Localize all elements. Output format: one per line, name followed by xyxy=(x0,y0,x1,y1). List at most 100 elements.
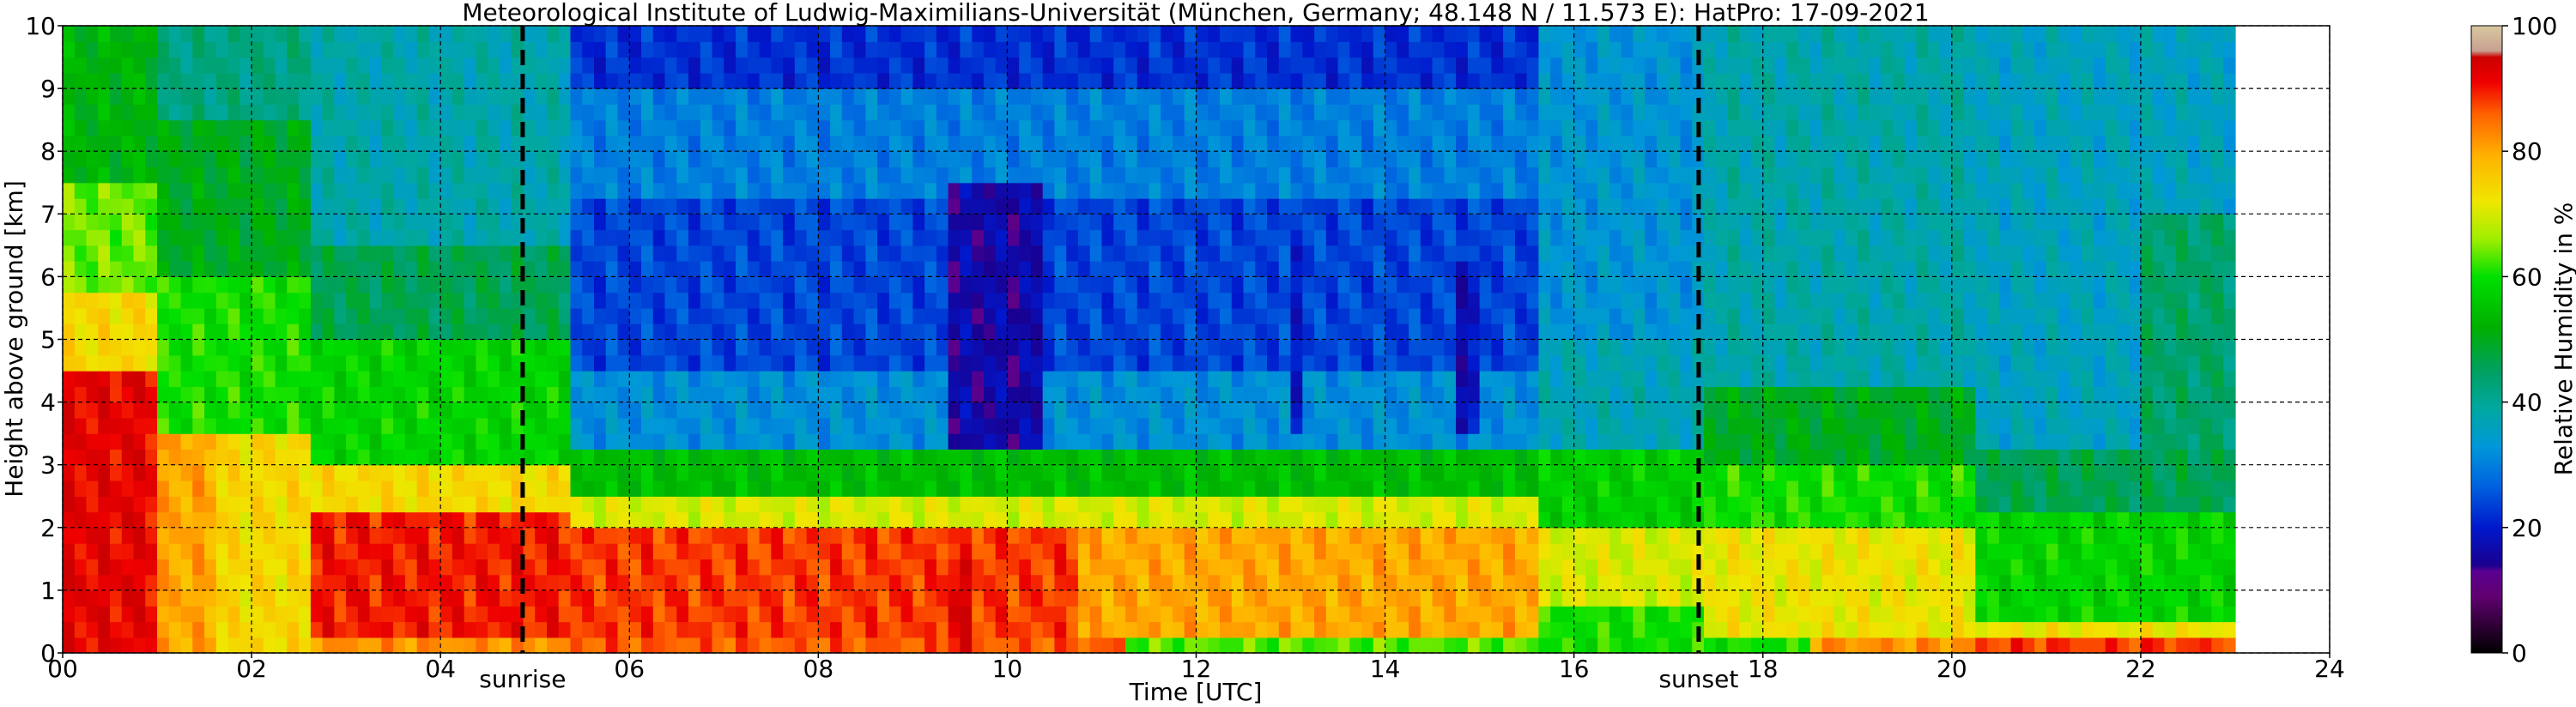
heatmap-cell xyxy=(1325,354,1339,372)
heatmap-cell xyxy=(334,292,347,309)
heatmap-cell xyxy=(605,88,619,105)
heatmap-cell xyxy=(310,323,324,341)
heatmap-cell xyxy=(499,464,512,481)
heatmap-cell xyxy=(1432,151,1445,168)
heatmap-cell xyxy=(1113,339,1126,356)
heatmap-cell xyxy=(1196,589,1209,607)
heatmap-cell xyxy=(570,166,583,184)
heatmap-cell xyxy=(239,464,252,481)
heatmap-cell xyxy=(1278,402,1292,419)
heatmap-cell xyxy=(1373,182,1386,199)
heatmap-cell xyxy=(759,166,772,184)
heatmap-cell xyxy=(652,354,666,372)
heatmap-cell xyxy=(841,402,855,419)
heatmap-cell xyxy=(1149,386,1161,403)
heatmap-cell xyxy=(1491,182,1504,199)
heatmap-cell xyxy=(393,151,406,168)
heatmap-cell xyxy=(865,26,878,42)
heatmap-cell xyxy=(1231,449,1245,466)
heatmap-cell xyxy=(1526,496,1539,513)
heatmap-cell xyxy=(1042,57,1056,74)
heatmap-cell xyxy=(393,386,406,403)
heatmap-cell xyxy=(145,637,158,653)
heatmap-cell xyxy=(983,574,997,591)
heatmap-cell xyxy=(1125,245,1138,262)
heatmap-cell xyxy=(180,464,193,481)
heatmap-cell xyxy=(180,480,193,497)
heatmap-cell xyxy=(1491,151,1504,168)
heatmap-cell xyxy=(63,72,76,89)
heatmap-cell xyxy=(594,449,607,466)
heatmap-cell xyxy=(924,135,937,152)
heatmap-cell xyxy=(1349,496,1362,513)
heatmap-cell xyxy=(1231,41,1245,58)
heatmap-cell xyxy=(877,88,890,105)
heatmap-cell xyxy=(1243,511,1256,529)
heatmap-cell xyxy=(1089,637,1103,653)
heatmap-cell xyxy=(641,104,654,121)
heatmap-cell xyxy=(1290,339,1303,356)
heatmap-cell xyxy=(464,496,477,513)
heatmap-cell xyxy=(227,637,240,653)
heatmap-cell xyxy=(983,198,997,215)
heatmap-cell xyxy=(145,559,158,576)
heatmap-cell xyxy=(1173,151,1185,168)
heatmap-cell xyxy=(1267,323,1280,341)
heatmap-cell xyxy=(1409,559,1421,576)
heatmap-cell xyxy=(629,166,642,184)
heatmap-cell xyxy=(664,41,677,58)
heatmap-cell xyxy=(877,41,890,58)
heatmap-cell xyxy=(712,119,724,136)
heatmap-cell xyxy=(1136,151,1150,168)
heatmap-cell xyxy=(1030,511,1044,529)
heatmap-cell xyxy=(1325,307,1339,324)
heatmap-cell xyxy=(440,214,453,231)
heatmap-cell xyxy=(900,449,913,466)
heatmap-cell xyxy=(1125,339,1138,356)
heatmap-cell xyxy=(535,589,548,607)
heatmap-cell xyxy=(263,606,276,623)
heatmap-cell xyxy=(853,72,866,89)
heatmap-cell xyxy=(1220,527,1233,544)
heatmap-cell xyxy=(1290,589,1303,607)
heatmap-cell xyxy=(192,559,205,576)
heatmap-cell xyxy=(960,621,973,638)
heatmap-cell xyxy=(747,527,761,544)
heatmap-cell xyxy=(1526,292,1539,309)
heatmap-cell xyxy=(1290,480,1303,497)
heatmap-cell xyxy=(794,166,808,184)
heatmap-cell xyxy=(299,104,312,121)
heatmap-cell xyxy=(86,182,99,199)
heatmap-cell xyxy=(924,166,937,184)
heatmap-cell xyxy=(629,151,642,168)
heatmap-cell xyxy=(912,292,925,309)
heatmap-cell xyxy=(1089,276,1103,293)
heatmap-cell xyxy=(239,589,252,607)
heatmap-cell xyxy=(924,354,937,372)
heatmap-cell xyxy=(357,307,371,324)
heatmap-cell xyxy=(1173,72,1185,89)
heatmap-cell xyxy=(121,464,135,481)
heatmap-cell xyxy=(652,527,666,544)
heatmap-cell xyxy=(192,543,205,559)
heatmap-cell xyxy=(476,543,488,559)
heatmap-cell xyxy=(322,402,335,419)
heatmap-cell xyxy=(818,417,831,434)
heatmap-cell xyxy=(74,464,88,481)
heatmap-cell xyxy=(558,104,572,121)
heatmap-cell xyxy=(1054,245,1067,262)
heatmap-cell xyxy=(1444,559,1457,576)
heatmap-cell xyxy=(476,135,488,152)
heatmap-cell xyxy=(1325,276,1339,293)
heatmap-cell xyxy=(1337,386,1350,403)
heatmap-cell xyxy=(239,41,252,58)
heatmap-cell xyxy=(1220,214,1233,231)
heatmap-cell xyxy=(641,151,654,168)
heatmap-cell xyxy=(1290,574,1303,591)
heatmap-cell xyxy=(1491,198,1504,215)
heatmap-cell xyxy=(334,323,347,341)
heatmap-cell xyxy=(381,417,394,434)
heatmap-cell xyxy=(771,354,784,372)
heatmap-cell xyxy=(948,198,961,215)
heatmap-cell xyxy=(133,433,146,450)
